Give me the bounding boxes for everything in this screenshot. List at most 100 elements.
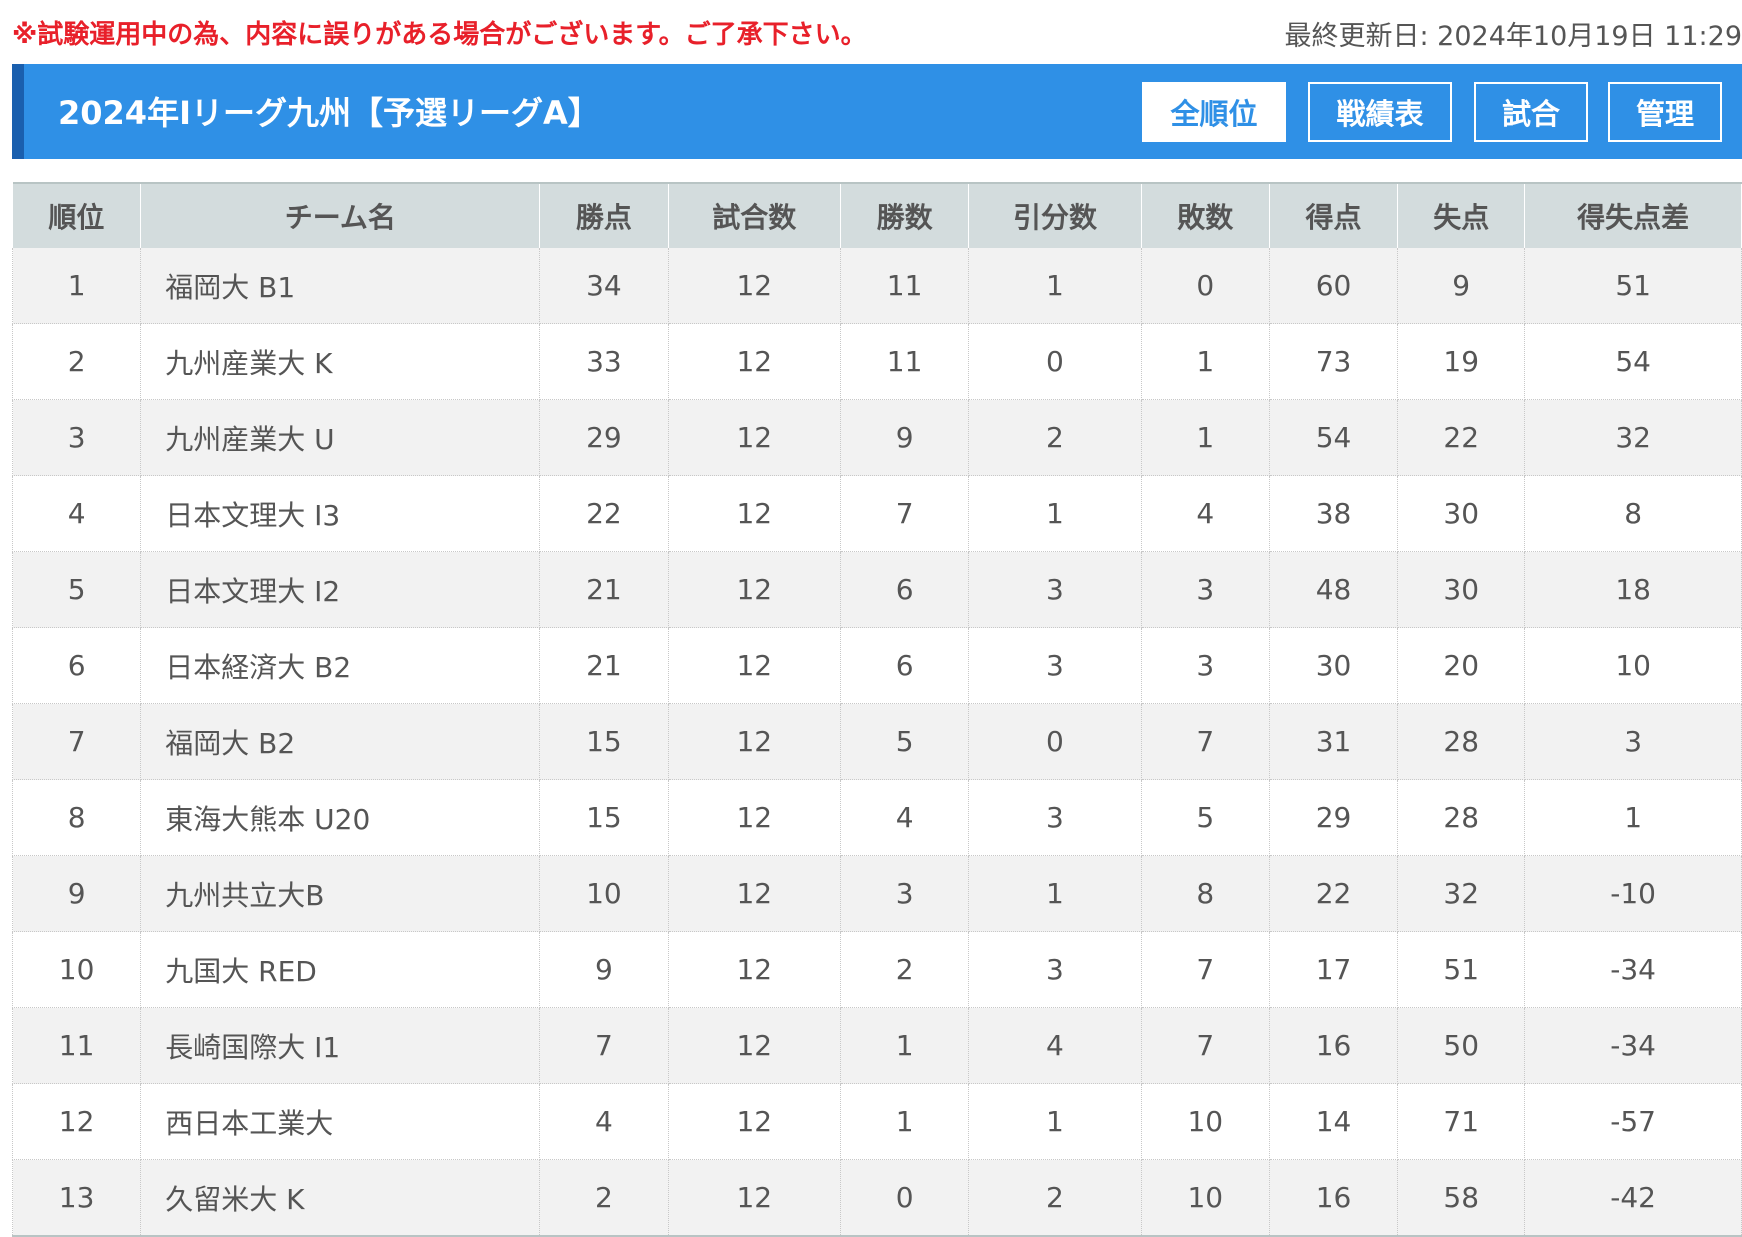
col-goals-for-cell: 30 <box>1269 628 1397 704</box>
col-team-cell: 日本文理大 I3 <box>141 476 540 552</box>
col-team-cell: 九州共立大B <box>141 856 540 932</box>
col-losses-cell: 1 <box>1141 400 1269 476</box>
col-wins-cell: 5 <box>841 704 969 780</box>
table-header-row: 順位チーム名勝点試合数勝数引分数敗数得点失点得失点差 <box>13 183 1742 248</box>
col-goals-against-cell: 28 <box>1398 704 1525 780</box>
trial-notice: ※試験運用中の為、内容に誤りがある場合がございます。ご了承下さい。 <box>12 14 867 51</box>
all-standings-button[interactable]: 全順位 <box>1142 82 1286 142</box>
col-draws-cell: 1 <box>969 856 1141 932</box>
col-losses-cell: 3 <box>1141 628 1269 704</box>
col-wins-cell: 3 <box>841 856 969 932</box>
col-rank-cell: 9 <box>13 856 141 932</box>
col-goals-against-cell: 30 <box>1398 552 1525 628</box>
col-rank-cell: 12 <box>13 1084 141 1160</box>
col-goals-against-cell: 51 <box>1398 932 1525 1008</box>
col-goals-for-cell: 31 <box>1269 704 1397 780</box>
col-goals-against-cell: 58 <box>1398 1160 1525 1237</box>
col-goal-diff-cell: -34 <box>1525 932 1742 1008</box>
col-goals-for-cell: 38 <box>1269 476 1397 552</box>
col-goals-against-cell: 20 <box>1398 628 1525 704</box>
col-rank-cell: 2 <box>13 324 141 400</box>
col-played-header: 試合数 <box>668 183 840 248</box>
admin-button[interactable]: 管理 <box>1608 82 1722 142</box>
col-team-cell: 日本経済大 B2 <box>141 628 540 704</box>
col-played-cell: 12 <box>668 1160 840 1237</box>
col-points-cell: 22 <box>540 476 668 552</box>
col-team-cell: 西日本工業大 <box>141 1084 540 1160</box>
col-draws-cell: 2 <box>969 1160 1141 1237</box>
col-draws-header: 引分数 <box>969 183 1141 248</box>
col-goal-diff-cell: 18 <box>1525 552 1742 628</box>
col-goals-against-cell: 71 <box>1398 1084 1525 1160</box>
col-wins-cell: 6 <box>841 628 969 704</box>
col-draws-cell: 1 <box>969 476 1141 552</box>
col-goal-diff-cell: 10 <box>1525 628 1742 704</box>
col-goals-against-cell: 28 <box>1398 780 1525 856</box>
col-goal-diff-cell: -34 <box>1525 1008 1742 1084</box>
col-goals-against-cell: 50 <box>1398 1008 1525 1084</box>
col-points-cell: 9 <box>540 932 668 1008</box>
col-played-cell: 12 <box>668 400 840 476</box>
col-played-cell: 12 <box>668 932 840 1008</box>
col-played-cell: 12 <box>668 1084 840 1160</box>
col-points-cell: 21 <box>540 628 668 704</box>
col-points-cell: 29 <box>540 400 668 476</box>
col-goals-against-header: 失点 <box>1398 183 1525 248</box>
col-goal-diff-cell: 54 <box>1525 324 1742 400</box>
col-rank-cell: 5 <box>13 552 141 628</box>
col-goal-diff-cell: 51 <box>1525 248 1742 324</box>
col-rank-cell: 4 <box>13 476 141 552</box>
col-rank-cell: 7 <box>13 704 141 780</box>
col-wins-cell: 7 <box>841 476 969 552</box>
col-goals-for-header: 得点 <box>1269 183 1397 248</box>
col-goals-against-cell: 32 <box>1398 856 1525 932</box>
col-goals-for-cell: 29 <box>1269 780 1397 856</box>
col-draws-cell: 1 <box>969 248 1141 324</box>
col-goals-for-cell: 48 <box>1269 552 1397 628</box>
col-goals-for-cell: 14 <box>1269 1084 1397 1160</box>
col-rank-cell: 8 <box>13 780 141 856</box>
col-points-cell: 21 <box>540 552 668 628</box>
col-played-cell: 12 <box>668 248 840 324</box>
col-played-cell: 12 <box>668 780 840 856</box>
col-points-cell: 33 <box>540 324 668 400</box>
col-rank-cell: 11 <box>13 1008 141 1084</box>
col-goals-for-cell: 22 <box>1269 856 1397 932</box>
col-played-cell: 12 <box>668 628 840 704</box>
col-draws-cell: 4 <box>969 1008 1141 1084</box>
col-played-cell: 12 <box>668 476 840 552</box>
col-goals-for-cell: 16 <box>1269 1160 1397 1237</box>
col-losses-header: 敗数 <box>1141 183 1269 248</box>
col-losses-cell: 10 <box>1141 1084 1269 1160</box>
matches-button[interactable]: 試合 <box>1474 82 1588 142</box>
col-wins-cell: 2 <box>841 932 969 1008</box>
col-losses-cell: 7 <box>1141 704 1269 780</box>
col-points-cell: 15 <box>540 704 668 780</box>
col-wins-cell: 1 <box>841 1084 969 1160</box>
col-losses-cell: 1 <box>1141 324 1269 400</box>
col-goals-for-cell: 60 <box>1269 248 1397 324</box>
col-wins-cell: 4 <box>841 780 969 856</box>
col-played-cell: 12 <box>668 552 840 628</box>
col-draws-cell: 3 <box>969 780 1141 856</box>
col-rank-header: 順位 <box>13 183 141 248</box>
col-goal-diff-cell: 1 <box>1525 780 1742 856</box>
col-goals-for-cell: 17 <box>1269 932 1397 1008</box>
col-team-cell: 東海大熊本 U20 <box>141 780 540 856</box>
col-draws-cell: 3 <box>969 628 1141 704</box>
col-goals-for-cell: 73 <box>1269 324 1397 400</box>
col-goals-for-cell: 16 <box>1269 1008 1397 1084</box>
col-goals-against-cell: 22 <box>1398 400 1525 476</box>
results-table-button[interactable]: 戦績表 <box>1308 82 1452 142</box>
col-goals-against-cell: 30 <box>1398 476 1525 552</box>
col-wins-cell: 11 <box>841 324 969 400</box>
col-played-cell: 12 <box>668 856 840 932</box>
